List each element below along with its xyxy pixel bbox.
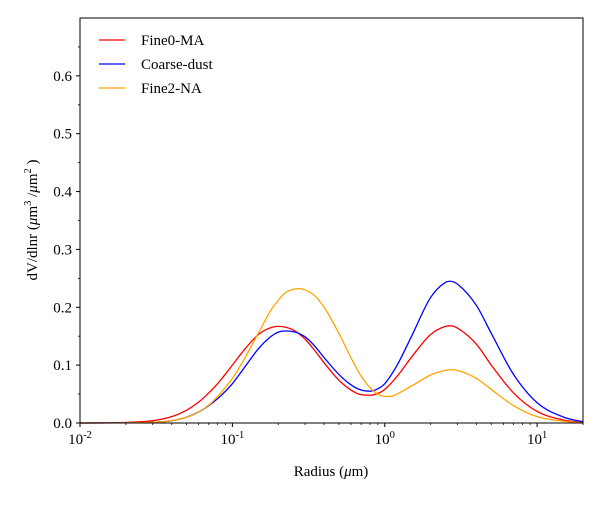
legend-label: Fine2-NA bbox=[141, 81, 202, 97]
y-tick-label: 0.6 bbox=[53, 69, 72, 85]
x-tick-label: 10-2 bbox=[68, 430, 92, 448]
legend-label: Fine0-MA bbox=[141, 33, 205, 49]
y-tick-label: 0.4 bbox=[53, 185, 72, 201]
series-layer bbox=[79, 280, 584, 424]
legend: Fine0-MA Coarse-dust Fine2-NA bbox=[99, 33, 213, 97]
x-tick-label: 100 bbox=[375, 430, 395, 448]
y-tick-label: 0.0 bbox=[53, 416, 72, 432]
y-tick-label: 0.3 bbox=[53, 242, 72, 258]
x-tick-label: 101 bbox=[527, 430, 547, 448]
axes-layer: 0.0 0.1 0.2 0.3 0.4 0.5 0.6 10-2 10-1 100 101 bbox=[53, 46, 584, 448]
x-tick-label: 10-1 bbox=[221, 430, 245, 448]
y-tick-label: 0.1 bbox=[53, 358, 72, 374]
y-tick-label: 0.2 bbox=[53, 300, 72, 316]
series-line-fine0-ma bbox=[79, 325, 584, 424]
series-line-coarse-dust bbox=[79, 280, 584, 424]
legend-label: Coarse-dust bbox=[141, 57, 213, 73]
x-axis-title: Radius (μm) bbox=[294, 464, 369, 480]
series-line-fine2-na bbox=[79, 288, 584, 424]
y-axis-title: dV/dlnr (μm3 /μm2 ) bbox=[23, 160, 41, 281]
y-tick-label: 0.5 bbox=[53, 127, 72, 143]
plot-frame bbox=[79, 17, 584, 424]
